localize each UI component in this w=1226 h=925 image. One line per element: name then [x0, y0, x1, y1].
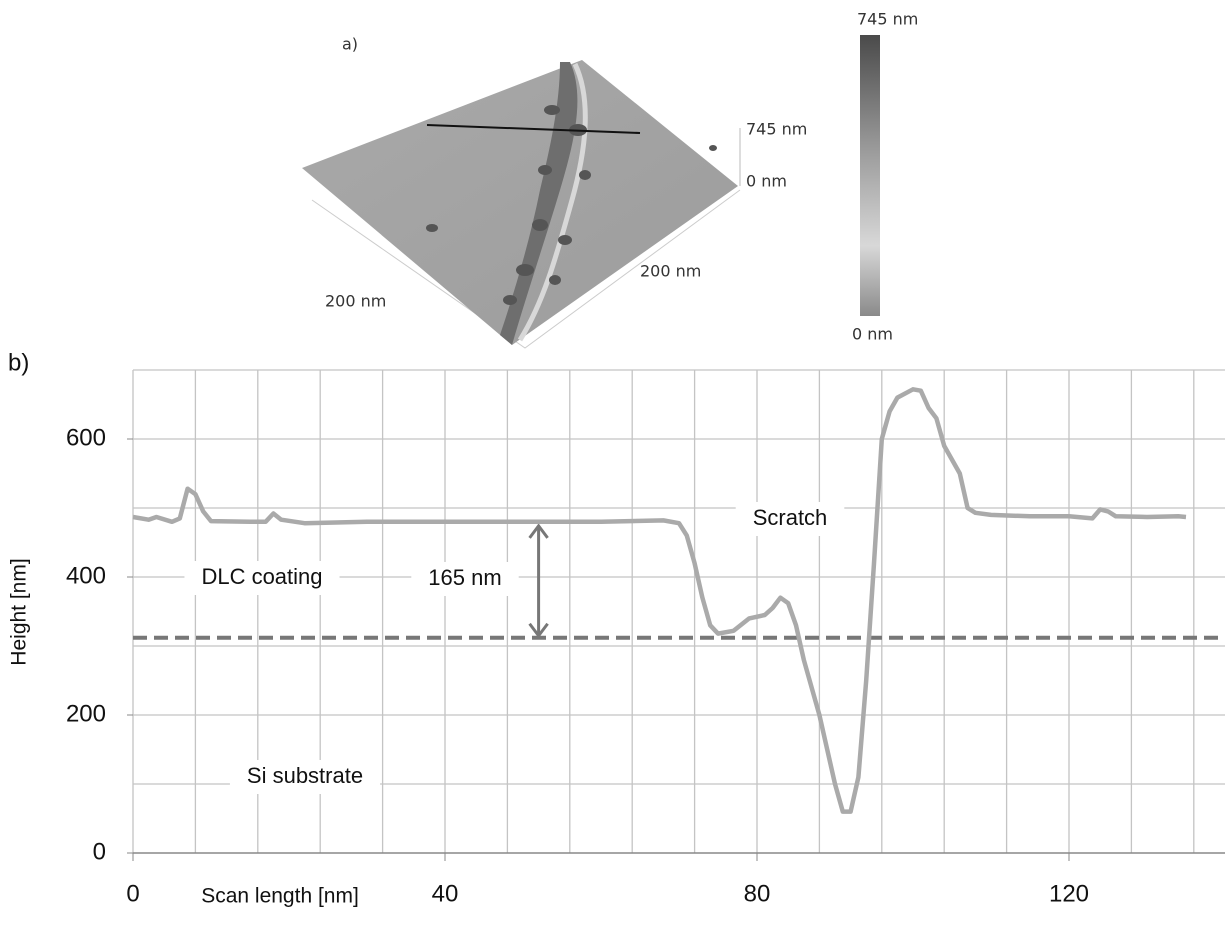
x-tick-label: 0	[126, 880, 139, 907]
panel-label: b)	[8, 349, 29, 376]
panel-label: a)	[342, 35, 358, 54]
z-max-label: 745 nm	[746, 120, 807, 139]
z-min-label: 0 nm	[746, 172, 787, 191]
y-tick-label: 0	[93, 838, 106, 865]
height-profile	[133, 389, 1186, 811]
y-axis-title: Height [nm]	[8, 558, 31, 665]
annotation: DLC coating	[201, 564, 322, 589]
annotation: 165 nm	[428, 565, 501, 590]
annotation: Si substrate	[247, 763, 363, 788]
colorbar-max: 745 nm	[857, 10, 918, 29]
x-axis-title: Scan length [nm]	[201, 885, 359, 908]
annotation: Scratch	[753, 505, 828, 530]
page: {"panel_a": {"label": "a)", "z_max": "74…	[0, 0, 1226, 925]
y-tick-label: 200	[66, 700, 106, 727]
x-tick-label: 40	[432, 880, 459, 907]
x-tick-label: 80	[744, 880, 771, 907]
x-tick-label: 120	[1049, 880, 1089, 907]
colorbar-min: 0 nm	[852, 325, 893, 344]
y-tick-label: 600	[66, 424, 106, 451]
y-tick-label: 400	[66, 562, 106, 589]
afm-surface	[302, 35, 880, 348]
y-axis-label: 200 nm	[640, 262, 701, 281]
x-axis-label: 200 nm	[325, 292, 386, 311]
figure: a) 745 nm 0 nm 200 nm 200 nm 745 nm 0 nm…	[0, 0, 1226, 925]
